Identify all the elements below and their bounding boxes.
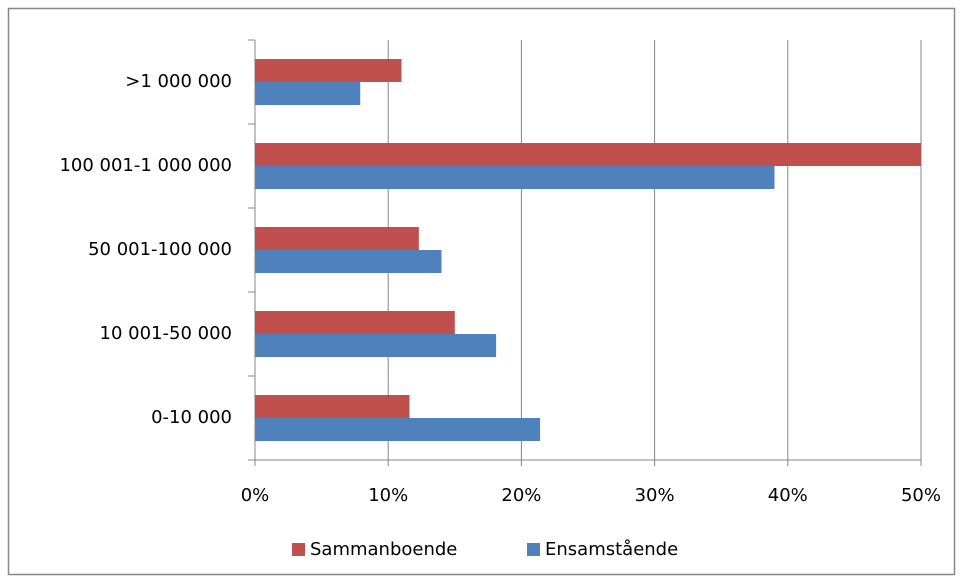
- y-tick-label: 100 001-1 000 000: [59, 155, 232, 176]
- y-tick-label: 0-10 000: [151, 407, 232, 428]
- x-tick-label: 30%: [635, 485, 675, 506]
- y-tick-label: 10 001-50 000: [100, 323, 232, 344]
- bar: [255, 143, 921, 166]
- bar: [255, 418, 541, 441]
- bar: [255, 250, 442, 273]
- legend-label: Sammanboende: [310, 539, 457, 560]
- legend-swatch: [292, 543, 305, 556]
- y-tick-label: >1 000 000: [125, 71, 232, 92]
- bar: [255, 227, 419, 250]
- legend-swatch: [527, 543, 540, 556]
- bar: [255, 82, 361, 105]
- bar: [255, 59, 402, 82]
- x-tick-label: 0%: [241, 485, 270, 506]
- x-tick-label: 50%: [901, 485, 941, 506]
- bar: [255, 395, 410, 418]
- chart-border: [7, 7, 956, 576]
- bar: [255, 166, 775, 189]
- y-tick-label: 50 001-100 000: [88, 239, 232, 260]
- x-tick-label: 10%: [368, 485, 408, 506]
- legend-label: Ensamstående: [545, 539, 678, 560]
- x-tick-label: 20%: [501, 485, 541, 506]
- bar: [255, 334, 497, 357]
- x-tick-label: 40%: [768, 485, 808, 506]
- bar: [255, 311, 455, 334]
